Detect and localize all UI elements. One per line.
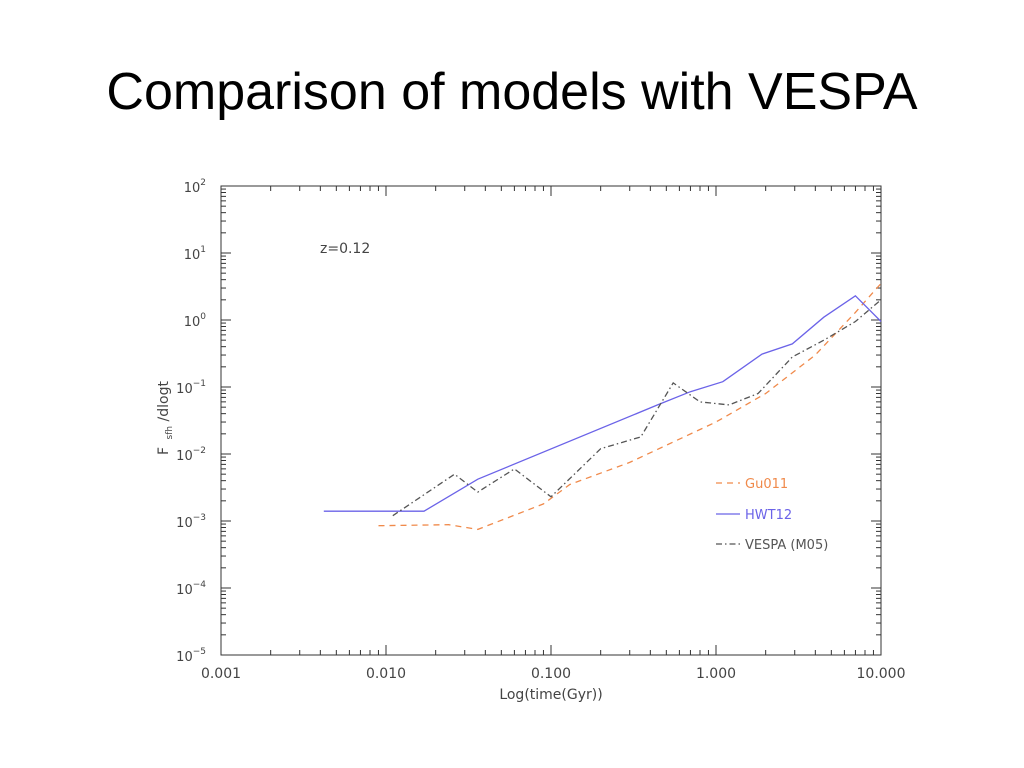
y-tick-label-exponent: −3	[193, 513, 206, 523]
y-tick-label: 102	[184, 178, 206, 196]
y-axis-label-rest: /dlogt	[156, 381, 172, 422]
y-tick-label-exponent: 0	[200, 312, 206, 322]
y-tick-label-base: 10	[184, 181, 201, 196]
y-axis-label-base: F	[156, 447, 172, 455]
y-tick-label: 101	[184, 245, 206, 263]
slide-title: Comparison of models with VESPA	[106, 63, 918, 121]
y-tick-label: 10−1	[176, 379, 206, 397]
legend-label-gu011: Gu011	[745, 477, 788, 492]
x-tick-label: 0.001	[201, 666, 241, 682]
legend-item-gu011: Gu011	[716, 477, 788, 492]
legend-label-hwt12: HWT12	[745, 508, 792, 523]
y-tick-label-exponent: −2	[193, 446, 206, 456]
legend: Gu011 HWT12 VESPA (M05)	[716, 477, 828, 553]
y-tick-label: 10−5	[176, 647, 206, 665]
legend-label-vespa: VESPA (M05)	[745, 538, 828, 553]
redshift-annotation: z=0.12	[320, 241, 370, 257]
legend-item-hwt12: HWT12	[716, 508, 792, 523]
y-axis-label-subscript: sfh	[165, 426, 175, 440]
axis-ticks	[220, 186, 881, 656]
y-tick-label-base: 10	[176, 583, 193, 598]
y-tick-label-exponent: −5	[193, 647, 206, 657]
series-line-hwt12	[323, 294, 882, 512]
y-axis-label: F sfh /dlogt	[156, 381, 176, 455]
x-tick-label: 0.100	[531, 666, 571, 682]
y-tick-label-base: 10	[176, 516, 193, 531]
legend-item-vespa: VESPA (M05)	[716, 538, 828, 553]
y-tick-label-exponent: −1	[193, 379, 206, 389]
y-tick-label-base: 10	[184, 248, 201, 263]
series-line-gu011	[378, 283, 882, 531]
y-tick-label-base: 10	[176, 650, 193, 665]
y-tick-label-base: 10	[176, 382, 193, 397]
x-tick-labels: 0.001 0.010 0.100 1.000 10.000	[201, 666, 906, 682]
y-tick-label-exponent: −4	[193, 580, 207, 590]
series-layer	[323, 283, 882, 531]
y-tick-label-base: 10	[176, 449, 193, 464]
y-tick-label-exponent: 1	[200, 245, 206, 255]
y-tick-label: 10−3	[176, 513, 206, 531]
y-tick-label-exponent: 2	[200, 178, 206, 188]
y-tick-label: 10−2	[176, 446, 206, 464]
x-axis-label: Log(time(Gyr))	[499, 687, 602, 703]
x-tick-label: 10.000	[857, 666, 906, 682]
y-tick-label: 100	[184, 312, 207, 330]
x-tick-label: 1.000	[696, 666, 736, 682]
series-line-vespa-m05	[392, 299, 882, 517]
y-tick-label: 10−4	[176, 580, 206, 598]
y-tick-label-base: 10	[184, 315, 201, 330]
x-tick-label: 0.010	[366, 666, 406, 682]
